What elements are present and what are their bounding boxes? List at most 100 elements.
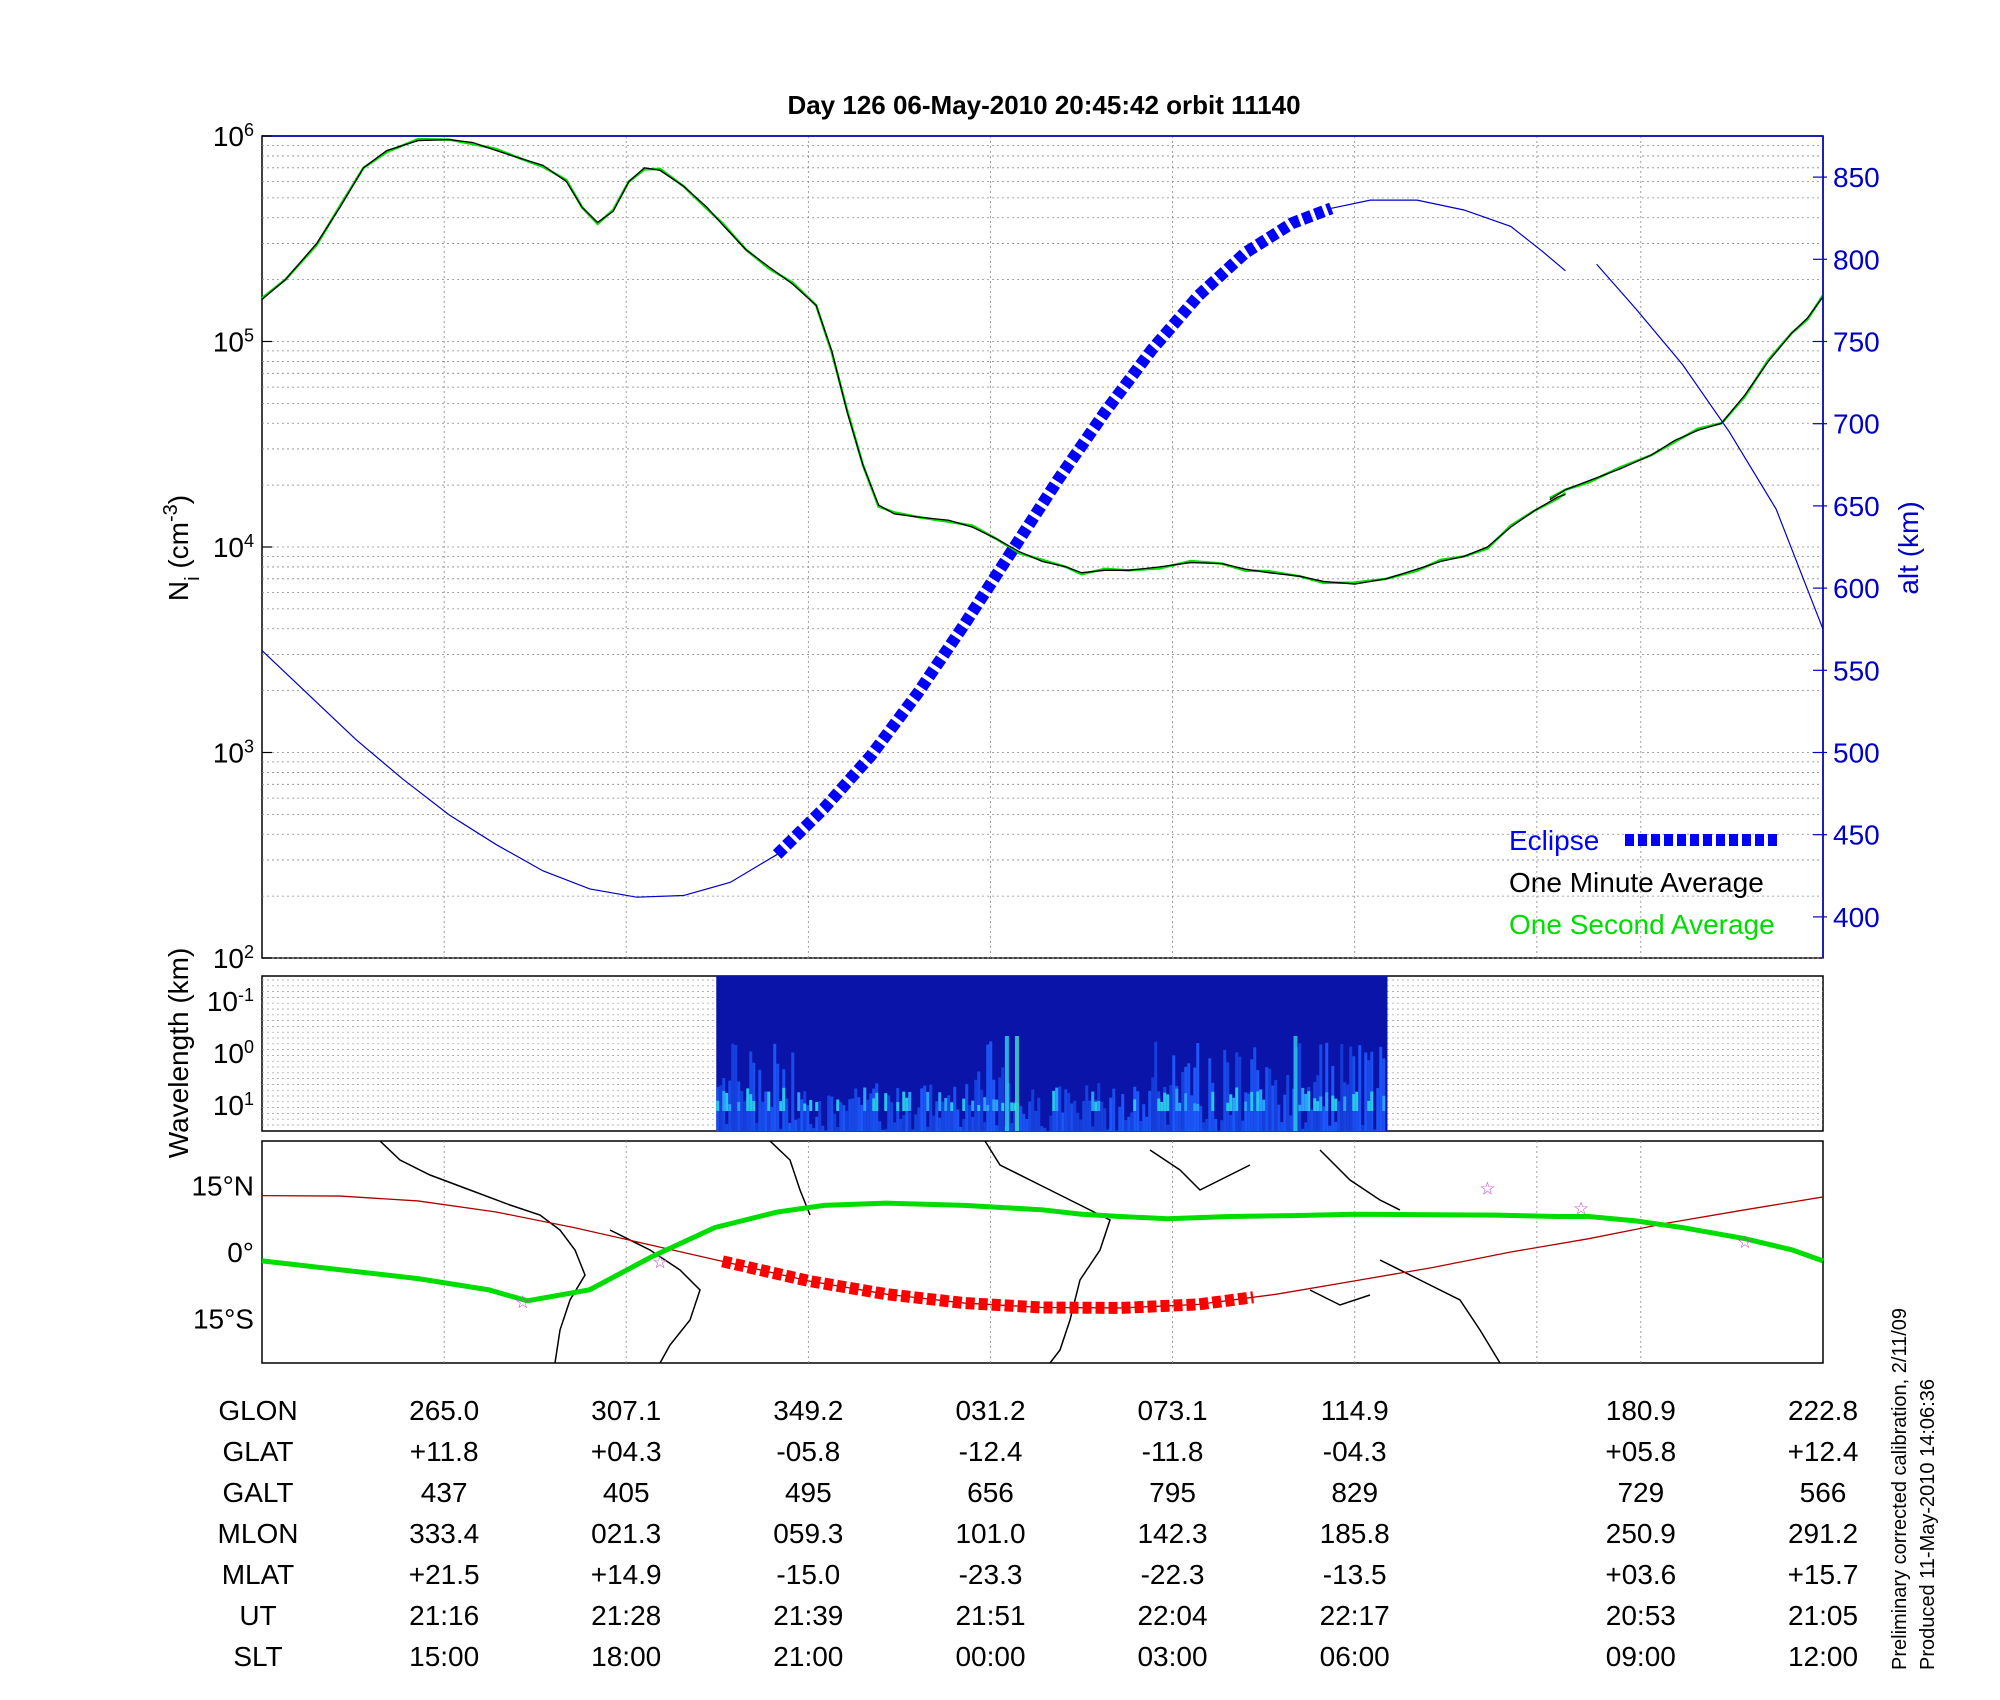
- spectrogram-column: [965, 1084, 969, 1131]
- spectrogram-highlight: [1307, 1091, 1311, 1111]
- spectrogram-column: [1370, 1051, 1374, 1131]
- spectrogram-column: [1301, 1128, 1305, 1131]
- altitude-line: [1596, 263, 1824, 630]
- spectrogram-highlight: [977, 1104, 981, 1111]
- spectrogram-column: [938, 1117, 942, 1131]
- spectrogram-column: [1112, 1088, 1116, 1131]
- spectrogram-column: [1247, 1093, 1251, 1131]
- spectrogram-column: [890, 1102, 894, 1131]
- spectrogram-column: [1229, 1114, 1233, 1131]
- density-panel: 102 103 104 105 106 400 450 500 550 600 650 700 750…: [160, 120, 1924, 974]
- table-row-label: MLON: [218, 1518, 299, 1549]
- spectrogram-highlight: [1319, 1096, 1323, 1111]
- table-cell: 829: [1331, 1477, 1378, 1508]
- spectrogram-column: [1202, 1122, 1206, 1131]
- spectrogram-column: [1019, 1106, 1023, 1131]
- altitude-y-tick-label: 700: [1833, 409, 1880, 440]
- spectrogram-column: [815, 1116, 819, 1131]
- spectrogram-highlight: [1226, 1102, 1230, 1111]
- spectrogram-column: [1085, 1085, 1089, 1131]
- table-cell: 333.4: [409, 1518, 479, 1549]
- spectrogram-column: [800, 1099, 804, 1131]
- spectrogram-column: [1082, 1101, 1086, 1131]
- spectrogram-column: [1259, 1100, 1263, 1131]
- spectrogram-column: [845, 1110, 849, 1131]
- spectrogram-y-ticks: 10-1 100 101: [207, 985, 254, 1121]
- spectrogram-column: [1289, 1115, 1293, 1131]
- coastline: [1149, 1149, 1251, 1191]
- altitude-y-tick-label: 600: [1833, 573, 1880, 604]
- spectrogram-highlight: [1001, 1102, 1005, 1111]
- spectrogram-y-tick-label: 100: [213, 1037, 254, 1069]
- spectrogram-highlight: [1343, 1096, 1347, 1111]
- spectrogram-column: [1298, 1043, 1302, 1131]
- density-y-tick-label: 103: [213, 737, 254, 769]
- spectrogram-column: [905, 1104, 909, 1131]
- altitude-line: [261, 650, 778, 898]
- spectrogram-column: [827, 1095, 831, 1131]
- table-cell: 20:53: [1606, 1600, 1676, 1631]
- spectrogram-column: [1049, 1115, 1053, 1131]
- legend-second-label: One Second Average: [1509, 909, 1775, 940]
- altitude-y-ticks: 400 450 500 550 600 650 700 750 800 850: [1813, 162, 1880, 933]
- spectrogram-column: [1166, 1124, 1170, 1131]
- map-plot-area: [261, 1140, 1824, 1364]
- spectrogram-highlight: [1052, 1090, 1056, 1111]
- spectrogram-column: [893, 1122, 897, 1131]
- table-cell: -11.8: [1142, 1436, 1204, 1467]
- spectrogram-column: [833, 1113, 837, 1131]
- spectrogram-column: [1100, 1101, 1104, 1131]
- spectrogram-column: [758, 1069, 762, 1131]
- spectrogram-column: [1073, 1100, 1077, 1131]
- spectrogram-column: [1154, 1041, 1158, 1131]
- table-cell: 495: [785, 1477, 832, 1508]
- coastline: [609, 1229, 701, 1364]
- table-cell: +11.8: [410, 1436, 479, 1467]
- spectrogram-column: [752, 1062, 756, 1131]
- spectrogram-highlight: [716, 1100, 720, 1111]
- table-cell: -12.4: [959, 1436, 1023, 1467]
- spectrogram-column: [1151, 1077, 1155, 1131]
- density-y-tick-label: 106: [213, 120, 254, 152]
- spectrogram-column: [974, 1079, 978, 1131]
- spectrogram-highlight: [749, 1094, 753, 1111]
- orbit-table: GLON GLAT GALT MLON MLAT UT SLT 265.0 +11.8 437 33…: [218, 1395, 1859, 1672]
- spectrogram-column: [1187, 1063, 1191, 1131]
- spectrogram-column: [788, 1122, 792, 1131]
- orbit-track-line: [261, 1194, 1824, 1309]
- footer-calibration: Preliminary corrected calibration, 2/11/…: [1889, 1308, 1911, 1670]
- spectrogram-highlight: [1175, 1088, 1179, 1111]
- spectrogram-column: [1118, 1106, 1122, 1131]
- spectrogram-highlight: [983, 1097, 987, 1111]
- spectrogram-column: [1352, 1056, 1356, 1131]
- spectrogram-column: [1127, 1116, 1131, 1131]
- spectrogram-column: [956, 1109, 960, 1131]
- spectrogram-highlight: [1196, 1103, 1200, 1111]
- spectrogram-column: [839, 1102, 843, 1131]
- spectrogram-highlight: [779, 1101, 783, 1111]
- spectrogram-highlight: [905, 1097, 909, 1111]
- spectrogram-streak: [1293, 1036, 1298, 1131]
- density-series: [261, 137, 1825, 898]
- spectrogram-column: [857, 1097, 861, 1131]
- spectrogram-highlight: [1262, 1099, 1266, 1111]
- spectrogram-column: [1076, 1112, 1080, 1131]
- spectrogram-column: [794, 1119, 798, 1131]
- spectrogram-highlight: [836, 1099, 840, 1111]
- spectrogram-highlight: [1325, 1092, 1329, 1111]
- table-cell: 222.8: [1788, 1395, 1858, 1426]
- spectrogram-highlight: [752, 1100, 756, 1111]
- spectrogram-column: [821, 1125, 825, 1131]
- table-cell: 031.2: [955, 1395, 1025, 1426]
- spectrogram-column: [1283, 1094, 1287, 1131]
- spectrogram-column: [1025, 1118, 1029, 1131]
- spectrogram-column: [1199, 1105, 1203, 1131]
- spectrogram-highlight: [986, 1104, 990, 1111]
- spectrogram-column: [1346, 1084, 1350, 1131]
- table-cell: +05.8: [1605, 1436, 1676, 1467]
- spectrogram-column: [1067, 1093, 1071, 1131]
- spectrogram-column: [806, 1105, 810, 1131]
- spectrogram-column: [944, 1104, 948, 1131]
- spectrogram-column: [797, 1118, 801, 1131]
- footer-produced: Produced 11-May-2010 14:06:36: [1917, 1379, 1939, 1670]
